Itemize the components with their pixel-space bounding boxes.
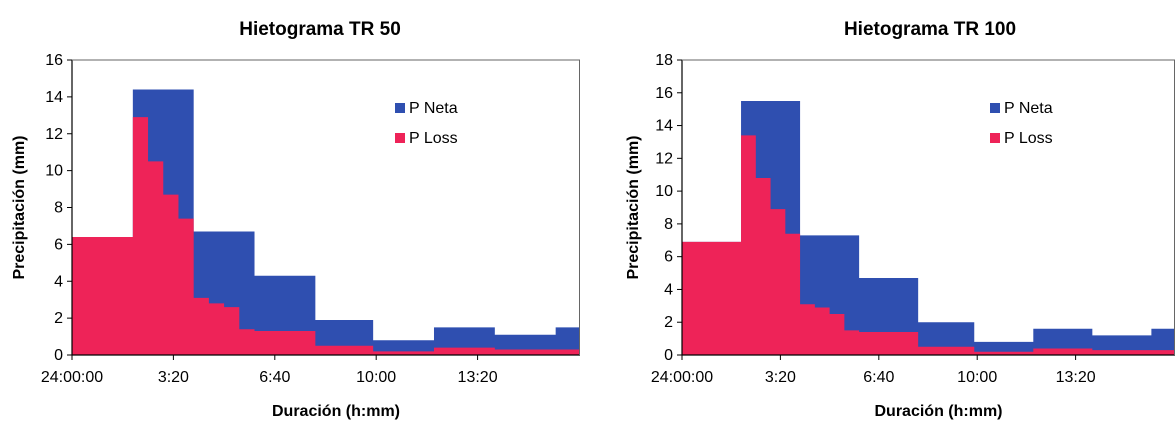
chart-title: Hietograma TR 50 xyxy=(239,19,401,40)
series-p-loss-area xyxy=(682,135,1175,355)
series-p-loss-area xyxy=(72,117,580,355)
y-tick-label: 10 xyxy=(45,163,63,180)
x-tick-label: 13:20 xyxy=(458,369,498,386)
y-tick-label: 6 xyxy=(54,236,63,253)
x-tick-label: 3:20 xyxy=(765,369,796,386)
legend-swatch-p-neta xyxy=(990,103,1000,113)
y-axis-title: Precipitación (mm) xyxy=(625,135,642,279)
x-axis-title: Duración (h:mm) xyxy=(272,403,400,420)
y-tick-label: 18 xyxy=(655,52,673,69)
x-tick-label: 6:40 xyxy=(259,369,290,386)
x-tick-label: 13:20 xyxy=(1056,369,1096,386)
x-tick-label: 10:00 xyxy=(957,369,997,386)
y-tick-label: 8 xyxy=(54,200,63,217)
y-tick-label: 14 xyxy=(655,118,673,135)
series-group xyxy=(72,89,580,355)
legend-label-p-loss: P Loss xyxy=(409,130,458,147)
y-tick-label: 16 xyxy=(45,52,63,69)
y-tick-label: 0 xyxy=(54,347,63,364)
legend-label-p-neta: P Neta xyxy=(1004,100,1053,117)
y-tick-label: 12 xyxy=(655,150,673,167)
series-group xyxy=(682,100,1175,355)
x-tick-label: 3:20 xyxy=(158,369,189,386)
chart-hietograma-tr50: 0 2 4 6 8 10 12 14 16 24:00:00 3:20 6:40 10:00 13:20 H… xyxy=(11,19,580,420)
chart-hietograma-tr100: 0 2 4 6 8 10 12 14 16 18 24:00:00 3:20 6:40 10:00 13:2… xyxy=(625,19,1175,420)
y-tick-label: 12 xyxy=(45,126,63,143)
y-tick-label: 2 xyxy=(54,310,63,327)
legend-swatch-p-loss xyxy=(990,133,1000,143)
x-axis-title: Duración (h:mm) xyxy=(875,403,1003,420)
series-p-neta-area xyxy=(72,89,580,355)
y-tick-label: 4 xyxy=(54,273,63,290)
y-tick-label: 4 xyxy=(664,281,673,298)
legend-swatch-p-loss xyxy=(395,133,405,143)
x-tick-label: 10:00 xyxy=(356,369,396,386)
legend: P Neta P Loss xyxy=(395,100,458,147)
y-axis-title: Precipitación (mm) xyxy=(11,135,28,279)
y-tick-label: 10 xyxy=(655,183,673,200)
y-tick-label: 0 xyxy=(664,347,673,364)
legend-swatch-p-neta xyxy=(395,103,405,113)
chart-title: Hietograma TR 100 xyxy=(844,19,1016,40)
y-tick-label: 14 xyxy=(45,89,63,106)
y-tick-label: 8 xyxy=(664,216,673,233)
x-tick-label: 6:40 xyxy=(863,369,894,386)
y-tick-label: 2 xyxy=(664,314,673,331)
x-tick-label: 24:00:00 xyxy=(651,369,713,386)
x-tick-label: 24:00:00 xyxy=(41,369,103,386)
y-tick-label: 6 xyxy=(664,249,673,266)
series-p-neta-area xyxy=(682,100,1175,355)
legend-label-p-loss: P Loss xyxy=(1004,130,1053,147)
y-tick-label: 16 xyxy=(655,85,673,102)
legend-label-p-neta: P Neta xyxy=(409,100,458,117)
legend: P Neta P Loss xyxy=(990,100,1053,147)
